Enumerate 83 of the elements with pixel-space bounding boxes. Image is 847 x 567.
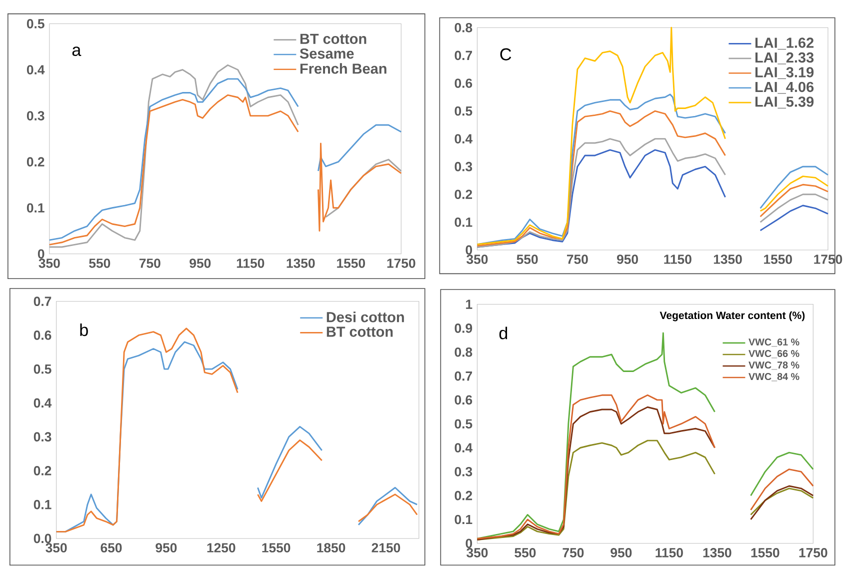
y-tick-label: 0.4 xyxy=(454,443,472,452)
x-tick-label: 1750 xyxy=(799,548,828,558)
x-tick-label: 950 xyxy=(610,548,632,558)
y-tick-label: 0.4 xyxy=(454,134,472,144)
legend-label: VWC_78 % xyxy=(748,361,800,370)
x-tick-label: 350 xyxy=(466,548,488,558)
annotation: b xyxy=(80,323,88,336)
legend-label: Sesame xyxy=(300,48,354,59)
x-tick-label: 950 xyxy=(190,258,211,268)
x-tick-label: 1150 xyxy=(236,258,264,268)
y-tick-label: 0.8 xyxy=(454,22,472,32)
legend-label: LAI_5.39 xyxy=(755,96,814,108)
x-tick-label: 350 xyxy=(38,258,60,268)
y-tick-label: 0.3 xyxy=(454,162,472,172)
legend-label: LAI_4.06 xyxy=(755,82,814,94)
legend-label: Desi cotton xyxy=(326,312,404,322)
x-tick-label: 1850 xyxy=(317,543,346,552)
y-tick-label: 0.8 xyxy=(454,347,472,357)
legend-label: VWC_84 % xyxy=(748,373,800,382)
y-tick-label: 0.5 xyxy=(34,364,52,374)
x-tick-label: 2150 xyxy=(372,543,400,552)
y-tick-label: 0.3 xyxy=(454,466,472,476)
legend-label: BT cotton xyxy=(326,326,393,337)
legend-label: VWC_61 % xyxy=(748,338,800,347)
x-tick-label: 750 xyxy=(562,548,584,558)
x-tick-label: 650 xyxy=(100,543,122,552)
y-tick-label: 0.1 xyxy=(26,203,44,212)
x-tick-label: 750 xyxy=(139,258,160,268)
y-tick-label: 0.6 xyxy=(454,395,472,405)
x-tick-label: 1550 xyxy=(262,543,290,552)
x-tick-label: 550 xyxy=(516,254,538,264)
legend-label: LAI_2.33 xyxy=(755,52,814,64)
x-tick-label: 550 xyxy=(514,548,536,558)
annotation: a xyxy=(72,46,82,56)
y-tick-label: 0.7 xyxy=(454,50,472,60)
y-tick-label: 0.5 xyxy=(454,106,472,116)
x-tick-label: 550 xyxy=(89,258,110,268)
y-tick-label: 0.4 xyxy=(34,398,52,408)
x-tick-label: 1350 xyxy=(286,258,315,268)
x-tick-label: 1250 xyxy=(207,543,236,552)
y-tick-label: 1 xyxy=(466,300,472,309)
y-tick-label: 0.1 xyxy=(34,500,52,510)
y-tick-label: 0.0 xyxy=(34,534,52,544)
x-tick-label: 1150 xyxy=(656,548,683,558)
y-tick-label: 0.1 xyxy=(454,217,472,227)
legend-label: LAI_3.19 xyxy=(755,67,814,79)
y-tick-label: 0 xyxy=(466,538,472,548)
x-tick-label: 350 xyxy=(46,543,67,552)
legend-label: LAI_1.62 xyxy=(755,38,814,50)
y-tick-label: 0.6 xyxy=(34,330,52,340)
y-tick-label: 0.2 xyxy=(34,466,52,476)
legend-title: Vegetation Water content (%) xyxy=(660,311,805,322)
y-tick-label: 0.2 xyxy=(454,490,472,500)
x-tick-label: 1750 xyxy=(387,258,416,268)
y-tick-label: 0.3 xyxy=(34,432,52,442)
x-tick-label: 1350 xyxy=(703,548,732,558)
legend-label: French Bean xyxy=(300,63,386,74)
y-tick-label: 0.9 xyxy=(454,324,472,333)
y-tick-label: 0.2 xyxy=(454,190,472,199)
x-tick-label: 1550 xyxy=(751,548,780,558)
legend-label: VWC_66 % xyxy=(748,350,800,358)
x-tick-label: 350 xyxy=(466,254,488,264)
y-tick-label: 0.3 xyxy=(26,111,44,120)
x-tick-label: 950 xyxy=(617,254,638,264)
y-tick-label: 0.4 xyxy=(26,65,45,74)
legend-label: BT cotton xyxy=(300,34,366,44)
x-tick-label: 1150 xyxy=(664,254,692,264)
x-tick-label: 950 xyxy=(156,543,177,552)
y-tick-label: 0.1 xyxy=(454,514,472,524)
x-tick-label: 1550 xyxy=(337,258,366,268)
y-tick-label: 0 xyxy=(466,245,472,255)
annotation: C xyxy=(500,48,512,60)
y-tick-label: 0.7 xyxy=(34,296,52,306)
x-tick-label: 750 xyxy=(567,254,588,264)
x-tick-label: 1550 xyxy=(764,254,792,264)
y-tick-label: 0.2 xyxy=(26,157,44,166)
x-tick-label: 1350 xyxy=(714,254,742,264)
y-tick-label: 0 xyxy=(38,249,44,259)
y-tick-label: 0.6 xyxy=(454,78,472,88)
y-tick-label: 0.7 xyxy=(454,371,472,381)
y-tick-label: 0.5 xyxy=(26,19,44,28)
y-tick-label: 0.5 xyxy=(454,419,472,428)
annotation: d xyxy=(499,326,508,340)
